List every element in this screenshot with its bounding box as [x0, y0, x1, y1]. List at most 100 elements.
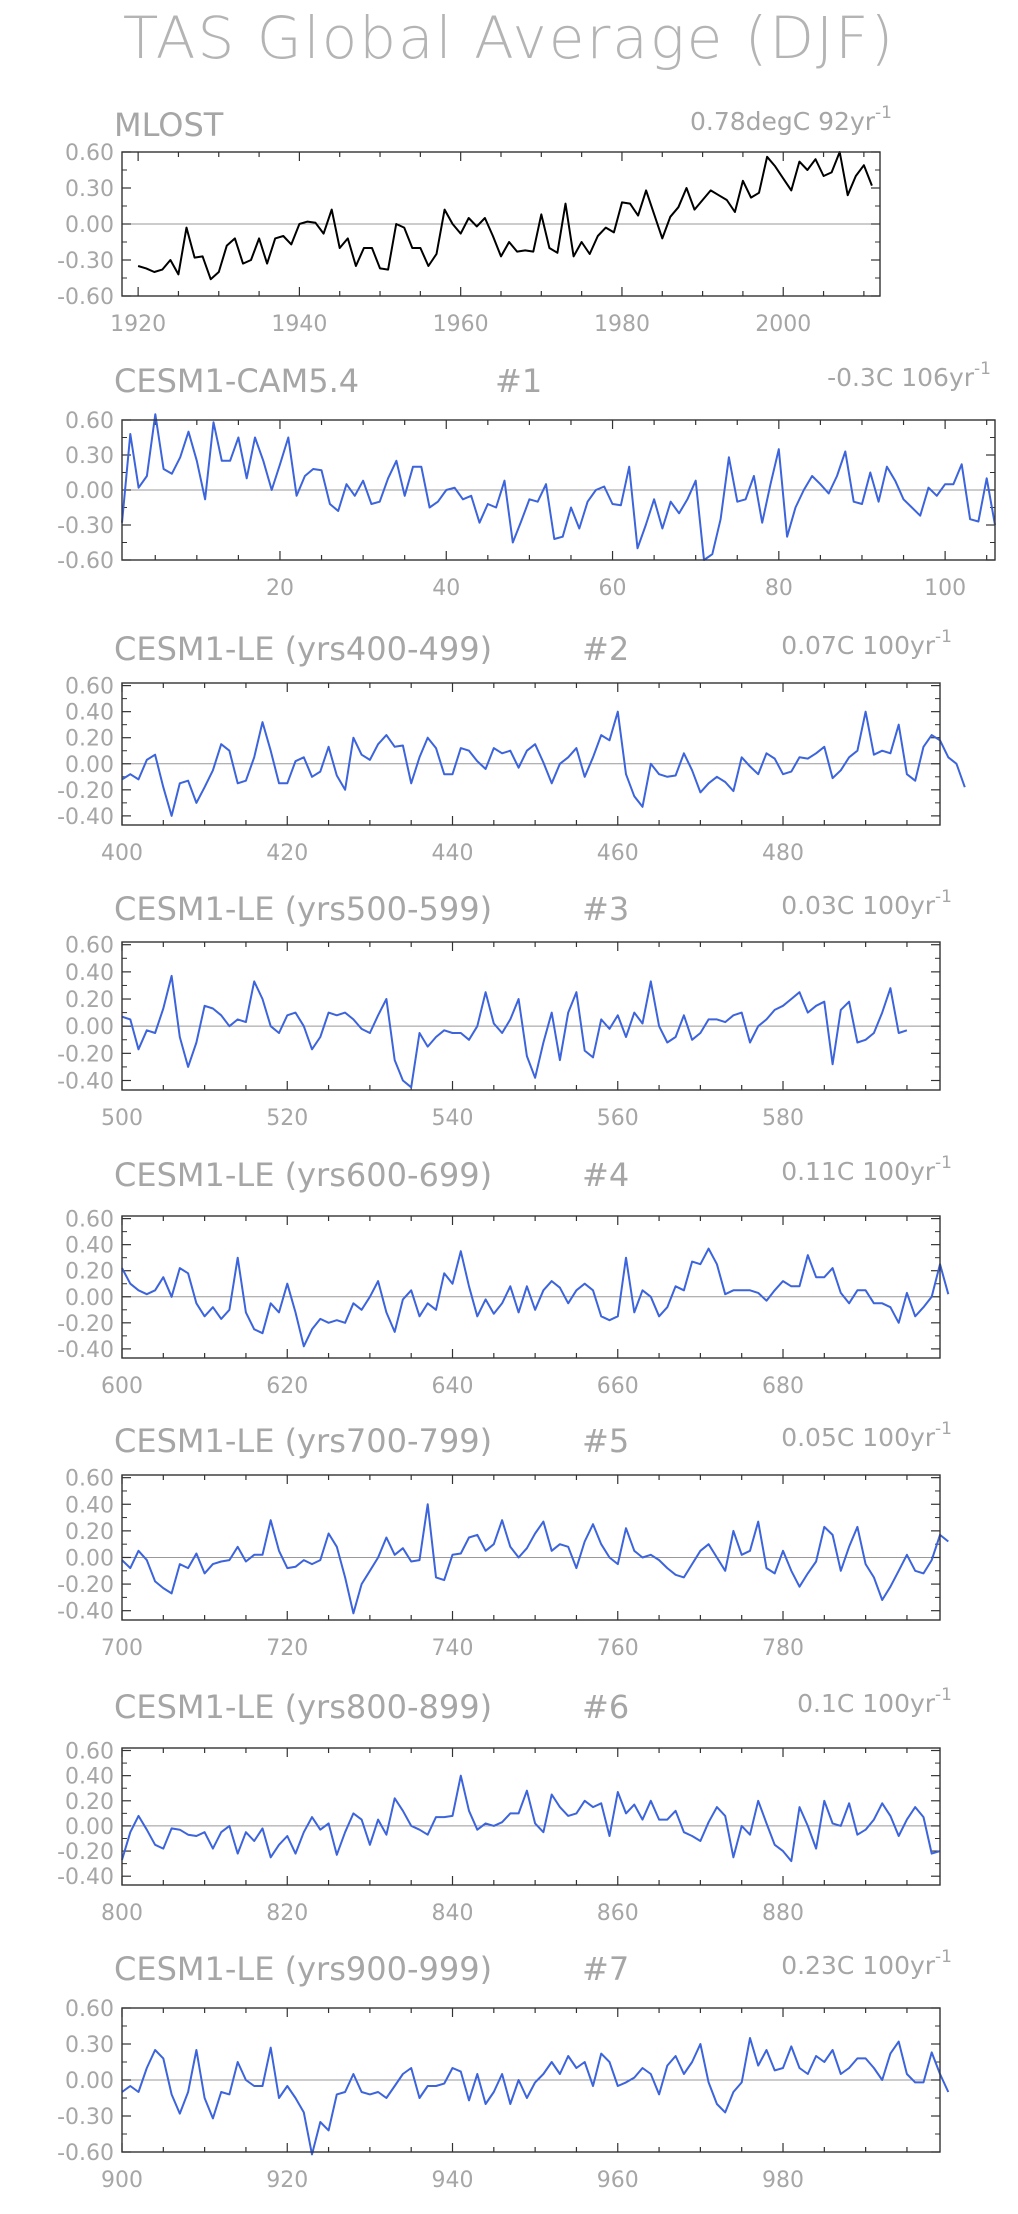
trend-label: 0.05C 100yr-1 [781, 1419, 952, 1452]
x-tick-label: 720 [266, 1636, 308, 1661]
y-tick-label: 0.60 [65, 675, 114, 700]
x-tick-label: 100 [924, 576, 966, 601]
chart-title: CESM1-LE (yrs700-799) [114, 1422, 492, 1460]
x-tick-label: 1980 [594, 312, 650, 337]
y-tick-label: 0.20 [65, 1790, 114, 1815]
x-tick-label: 1920 [110, 312, 166, 337]
x-tick-label: 840 [432, 1901, 474, 1926]
chart-panel-6: CESM1-LE (yrs700-799) #5 0.05C 100yr-1 0.60… [57, 1419, 952, 1661]
plot-frame [121, 941, 941, 1091]
chart-title: CESM1-CAM5.4 [114, 362, 359, 400]
chart-panel-1: MLOST 0.78degC 92yr-1 0.60 0.30 0.00 -0.30 -0.… [57, 103, 892, 337]
y-tick-label: -0.20 [57, 779, 114, 804]
y-tick-label: 0.40 [65, 1493, 114, 1518]
x-tick-label: 980 [762, 2168, 804, 2193]
series-line [121, 1247, 950, 1348]
plot-frame [121, 1215, 941, 1359]
x-tick-label: 940 [432, 2168, 474, 2193]
x-tick-label: 900 [101, 2168, 143, 2193]
series-line [121, 710, 966, 817]
x-tick-label: 860 [597, 1901, 639, 1926]
series-line [121, 413, 996, 561]
y-tick-label: -0.40 [57, 1865, 114, 1890]
y-tick-label: -0.40 [57, 1600, 114, 1625]
x-tick-label: 800 [101, 1901, 143, 1926]
y-tick-label: 0.20 [65, 1260, 114, 1285]
y-tick-label: 0.60 [65, 1467, 114, 1492]
y-tick-label: 0.00 [65, 213, 114, 238]
y-tick-label: 0.60 [65, 141, 114, 166]
series-line [137, 151, 873, 281]
plot-frame [121, 419, 996, 561]
y-tick-label: 0.20 [65, 1520, 114, 1545]
y-tick-label: 0.30 [65, 444, 114, 469]
y-tick-label: 0.60 [65, 1740, 114, 1765]
y-tick-label: 0.00 [65, 1286, 114, 1311]
page-title: TAS Global Average (DJF) [122, 4, 896, 72]
x-tick-label: 500 [101, 1106, 143, 1131]
x-tick-label: 640 [432, 1374, 474, 1399]
plot-frame [121, 682, 941, 826]
x-tick-label: 1960 [433, 312, 489, 337]
y-tick-label: -0.30 [57, 514, 114, 539]
series-number-label: #1 [495, 362, 542, 400]
y-tick-label: -0.60 [57, 2141, 114, 2166]
x-tick-label: 700 [101, 1636, 143, 1661]
plot-frame [121, 1747, 941, 1886]
x-tick-label: 760 [597, 1636, 639, 1661]
x-tick-label: 440 [432, 841, 474, 866]
trend-label: -0.3C 106yr-1 [827, 359, 991, 392]
plot-frame [121, 2007, 941, 2153]
y-tick-label: -0.20 [57, 1840, 114, 1865]
x-tick-label: 60 [599, 576, 627, 601]
x-tick-label: 460 [597, 841, 639, 866]
trend-label: 0.11C 100yr-1 [781, 1153, 952, 1186]
series-number-label: #7 [582, 1950, 629, 1988]
chart-panel-2: CESM1-CAM5.4 #1 -0.3C 106yr-1 0.60 0.30 0.00 -… [57, 359, 996, 601]
series-number-label: #6 [582, 1688, 629, 1726]
chart-panel-7: CESM1-LE (yrs800-899) #6 0.1C 100yr-10.600… [57, 1685, 952, 1926]
y-tick-label: -0.20 [57, 1573, 114, 1598]
x-tick-label: 540 [432, 1106, 474, 1131]
y-tick-label: -0.40 [57, 805, 114, 830]
y-tick-label: 0.40 [65, 961, 114, 986]
x-tick-label: 740 [432, 1636, 474, 1661]
y-tick-label: 0.00 [65, 1815, 114, 1840]
y-tick-label: -0.60 [57, 549, 114, 574]
y-tick-label: 0.00 [65, 753, 114, 778]
x-tick-label: 660 [597, 1374, 639, 1399]
x-tick-label: 80 [765, 576, 793, 601]
x-tick-label: 880 [762, 1901, 804, 1926]
series-number-label: #3 [582, 890, 629, 928]
x-tick-label: 2000 [755, 312, 811, 337]
series-number-label: #4 [582, 1156, 629, 1194]
x-tick-label: 520 [266, 1106, 308, 1131]
y-tick-label: 0.00 [65, 479, 114, 504]
series-line [121, 2037, 950, 2156]
plot-frame [121, 151, 881, 297]
y-tick-label: 0.40 [65, 1765, 114, 1790]
y-tick-label: 0.30 [65, 2033, 114, 2058]
series-line [121, 974, 908, 1089]
x-tick-label: 560 [597, 1106, 639, 1131]
x-tick-label: 420 [266, 841, 308, 866]
series-number-label: #2 [582, 630, 629, 668]
trend-label: 0.1C 100yr-1 [797, 1685, 952, 1718]
y-tick-label: -0.20 [57, 1312, 114, 1337]
series-line [121, 1774, 941, 1863]
y-tick-label: 0.60 [65, 934, 114, 959]
series-number-label: #5 [582, 1422, 629, 1460]
y-tick-label: -0.40 [57, 1069, 114, 1094]
y-tick-label: 0.00 [65, 1546, 114, 1571]
y-tick-label: -0.60 [57, 285, 114, 310]
chart-title: CESM1-LE (yrs800-899) [114, 1688, 492, 1726]
y-tick-label: -0.40 [57, 1338, 114, 1363]
x-tick-label: 780 [762, 1636, 804, 1661]
series-line [121, 1503, 949, 1615]
x-tick-label: 680 [762, 1374, 804, 1399]
y-tick-label: -0.30 [57, 2105, 114, 2130]
x-tick-label: 480 [762, 841, 804, 866]
chart-panel-5: CESM1-LE (yrs600-699) #4 0.11C 100yr-1 0.60… [57, 1153, 952, 1399]
trend-label: 0.07C 100yr-1 [781, 627, 952, 660]
chart-title: MLOST [114, 106, 224, 144]
